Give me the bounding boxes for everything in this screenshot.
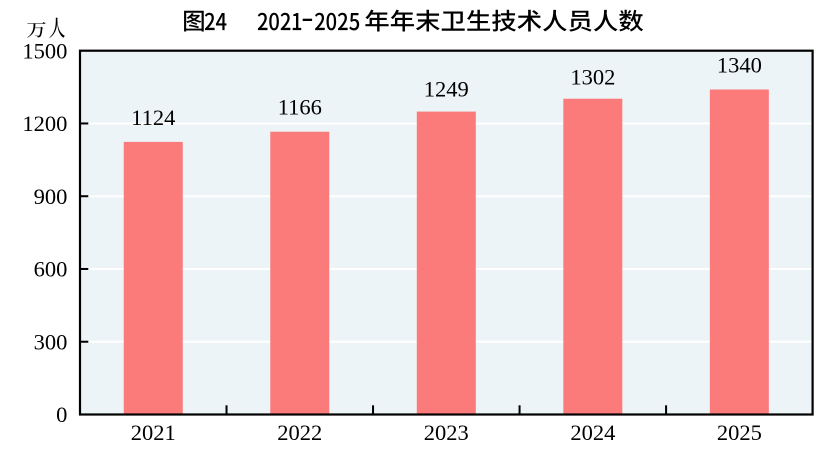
svg-text:600: 600 (34, 257, 68, 282)
svg-text:2021: 2021 (131, 420, 176, 445)
svg-text:1166: 1166 (278, 95, 322, 120)
svg-text:2024: 2024 (570, 420, 615, 445)
svg-text:2022: 2022 (277, 420, 322, 445)
svg-text:900: 900 (34, 184, 68, 209)
svg-text:1200: 1200 (22, 111, 67, 136)
svg-text:1302: 1302 (570, 64, 615, 89)
svg-text:1249: 1249 (424, 77, 469, 102)
svg-text:1340: 1340 (717, 53, 762, 78)
svg-text:2025: 2025 (717, 420, 762, 445)
svg-text:300: 300 (34, 329, 68, 354)
svg-text:0: 0 (56, 402, 67, 427)
svg-text:2023: 2023 (424, 420, 469, 445)
svg-text:1500: 1500 (22, 39, 67, 64)
svg-text:1124: 1124 (131, 105, 175, 130)
